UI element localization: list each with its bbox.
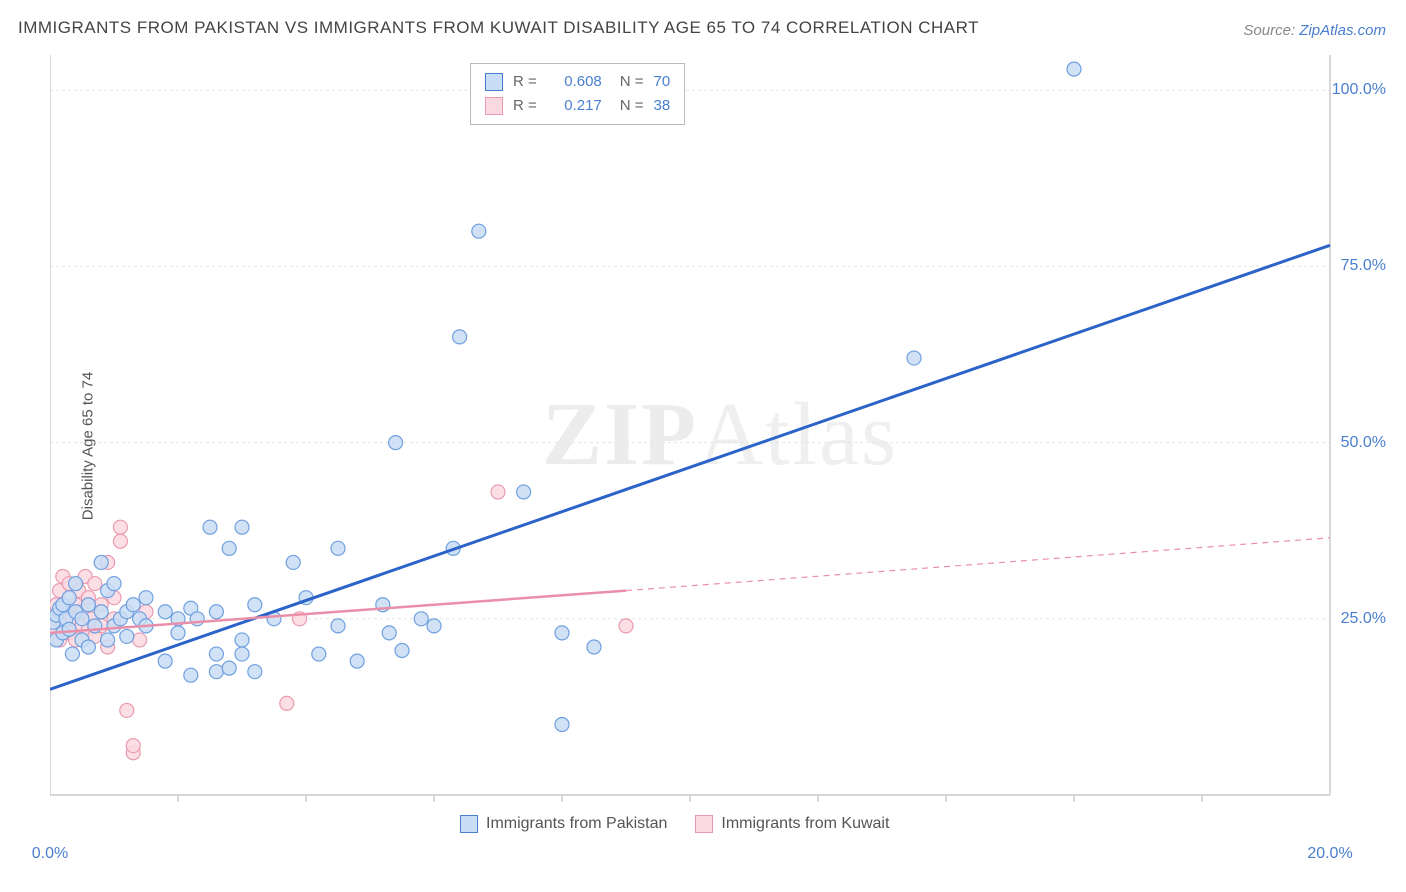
y-tick-label: 50.0% — [1341, 434, 1386, 452]
swatch-pink-icon — [695, 815, 713, 833]
chart-title: IMMIGRANTS FROM PAKISTAN VS IMMIGRANTS F… — [18, 18, 979, 38]
swatch-blue-icon — [460, 815, 478, 833]
r-label: R = — [513, 70, 537, 94]
swatch-blue-icon — [485, 73, 503, 91]
chart-area: ZIPAtlas R = 0.608 N = 70 R = 0.217 N = … — [50, 55, 1390, 835]
n-value: 38 — [654, 94, 671, 118]
legend-item-1: Immigrants from Pakistan — [460, 815, 667, 833]
source-link[interactable]: ZipAtlas.com — [1299, 22, 1386, 39]
x-tick-label: 20.0% — [1307, 845, 1352, 863]
legend-label: Immigrants from Pakistan — [486, 815, 667, 833]
y-tick-label: 75.0% — [1341, 257, 1386, 275]
swatch-pink-icon — [485, 97, 503, 115]
stats-box: R = 0.608 N = 70 R = 0.217 N = 38 — [470, 63, 685, 125]
r-value: 0.217 — [547, 94, 602, 118]
n-label: N = — [620, 94, 644, 118]
stats-row-2: R = 0.217 N = 38 — [485, 94, 670, 118]
y-tick-label: 100.0% — [1332, 81, 1386, 99]
source-prefix: Source: — [1243, 22, 1299, 39]
n-value: 70 — [654, 70, 671, 94]
r-label: R = — [513, 94, 537, 118]
legend-label: Immigrants from Kuwait — [721, 815, 889, 833]
n-label: N = — [620, 70, 644, 94]
r-value: 0.608 — [547, 70, 602, 94]
source-label: Source: ZipAtlas.com — [1243, 22, 1386, 39]
y-tick-label: 25.0% — [1341, 610, 1386, 628]
x-tick-label: 0.0% — [32, 845, 68, 863]
stats-row-1: R = 0.608 N = 70 — [485, 70, 670, 94]
legend-item-2: Immigrants from Kuwait — [695, 815, 889, 833]
legend: Immigrants from Pakistan Immigrants from… — [460, 815, 889, 833]
scatter-plot — [50, 55, 1390, 835]
